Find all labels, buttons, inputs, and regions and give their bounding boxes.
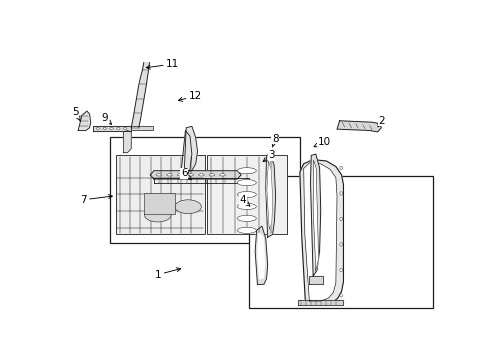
Ellipse shape	[175, 200, 201, 214]
Ellipse shape	[339, 166, 342, 170]
Ellipse shape	[339, 217, 342, 221]
Text: 5: 5	[72, 108, 80, 121]
Ellipse shape	[237, 227, 256, 233]
Polygon shape	[154, 177, 248, 183]
Ellipse shape	[237, 168, 256, 174]
Text: 9: 9	[101, 113, 111, 124]
Bar	[110, 138, 299, 243]
Ellipse shape	[103, 127, 106, 129]
Ellipse shape	[237, 192, 256, 198]
Polygon shape	[206, 156, 286, 234]
Polygon shape	[255, 226, 267, 284]
Ellipse shape	[339, 294, 342, 297]
Ellipse shape	[117, 127, 120, 129]
Polygon shape	[265, 154, 275, 237]
Polygon shape	[144, 193, 175, 214]
Polygon shape	[303, 163, 336, 301]
Ellipse shape	[110, 127, 113, 129]
Ellipse shape	[237, 203, 256, 210]
Polygon shape	[184, 126, 197, 171]
Text: 11: 11	[146, 59, 179, 69]
Ellipse shape	[339, 243, 342, 246]
Ellipse shape	[96, 127, 100, 129]
Polygon shape	[299, 159, 343, 305]
Polygon shape	[266, 161, 272, 229]
Polygon shape	[180, 131, 191, 177]
Ellipse shape	[339, 268, 342, 271]
Text: 10: 10	[313, 136, 330, 147]
Bar	[128, 126, 153, 130]
Text: 3: 3	[263, 150, 274, 162]
Text: 4: 4	[239, 195, 249, 206]
Polygon shape	[297, 300, 343, 305]
Ellipse shape	[237, 180, 256, 186]
Polygon shape	[131, 63, 149, 128]
Ellipse shape	[339, 192, 342, 195]
Polygon shape	[93, 126, 131, 131]
Polygon shape	[308, 276, 323, 284]
Ellipse shape	[166, 174, 172, 176]
Ellipse shape	[156, 174, 162, 176]
Ellipse shape	[237, 215, 256, 221]
Polygon shape	[150, 171, 241, 179]
Ellipse shape	[177, 174, 183, 176]
Polygon shape	[257, 233, 264, 279]
Text: 6: 6	[181, 168, 191, 180]
Polygon shape	[123, 131, 131, 153]
Ellipse shape	[219, 174, 225, 176]
Polygon shape	[116, 156, 205, 234]
Ellipse shape	[144, 208, 171, 222]
Ellipse shape	[198, 174, 204, 176]
Text: 12: 12	[178, 91, 202, 101]
Ellipse shape	[123, 127, 126, 129]
Text: 2: 2	[377, 116, 384, 127]
Text: 8: 8	[271, 134, 278, 147]
Polygon shape	[312, 160, 318, 270]
Bar	[248, 176, 432, 308]
Text: 1: 1	[154, 268, 180, 280]
Polygon shape	[78, 111, 90, 131]
Text: 7: 7	[80, 195, 112, 205]
Ellipse shape	[209, 174, 214, 176]
Polygon shape	[336, 121, 381, 132]
Ellipse shape	[187, 174, 193, 176]
Polygon shape	[310, 154, 320, 276]
